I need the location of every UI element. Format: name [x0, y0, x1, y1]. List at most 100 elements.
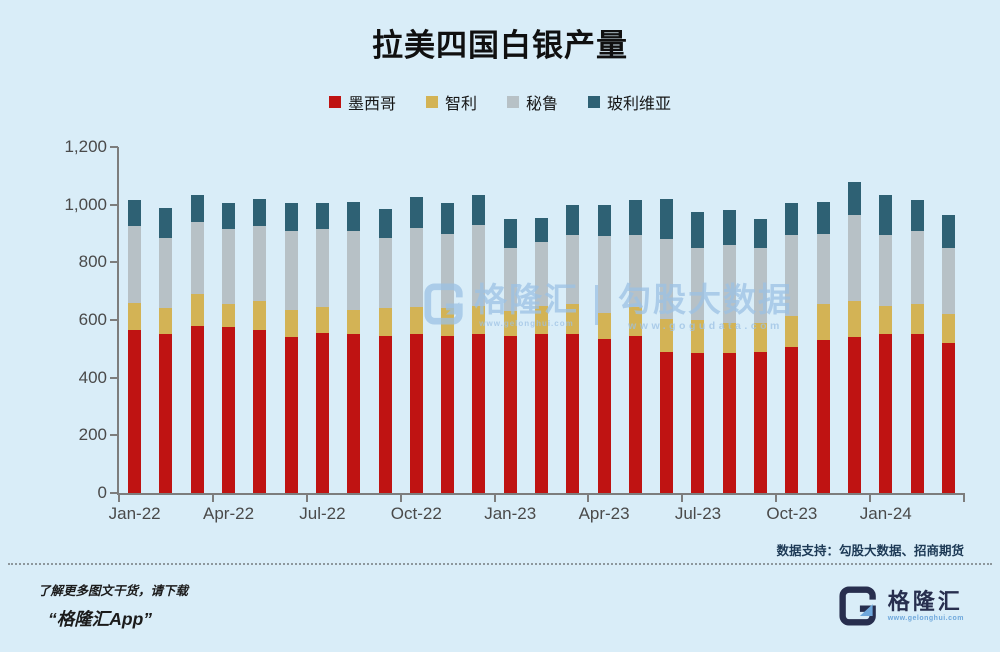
- bar-segment-chile: [847, 301, 861, 338]
- y-axis-label: 800: [78, 252, 107, 272]
- bar-segment-chile: [409, 307, 423, 335]
- x-axis-label: Jul-23: [674, 504, 722, 523]
- bar-segment-bolivia: [566, 204, 580, 235]
- bar-segment-bolivia: [222, 203, 236, 230]
- bar-segment-chile: [315, 307, 329, 333]
- bar-segment-chile: [535, 305, 548, 335]
- bar-segment-bolivia: [754, 219, 768, 248]
- bar-segment-bolivia: [691, 211, 705, 248]
- bar-segment-chile: [128, 302, 142, 331]
- bar-segment-chile: [159, 308, 173, 335]
- bar-Oct-23: [785, 203, 799, 493]
- y-axis-tick: [110, 319, 118, 321]
- x-axis-label: Jan-23: [484, 504, 537, 523]
- bar-segment-peru: [253, 226, 267, 302]
- bar-segment-peru: [597, 236, 611, 313]
- bar-segment-peru: [378, 237, 392, 309]
- x-axis-label: Jan-24: [859, 504, 912, 523]
- bar-segment-peru: [159, 237, 173, 309]
- bar-May-22: [253, 198, 267, 493]
- legend-item-mexico: 墨西哥: [328, 90, 396, 114]
- bar-segment-mexico: [503, 335, 517, 493]
- x-axis-tick: [305, 493, 308, 502]
- bar-segment-bolivia: [847, 181, 861, 215]
- bar-segment-chile: [503, 311, 517, 336]
- bar-segment-bolivia: [597, 204, 611, 237]
- bar-segment-chile: [785, 315, 799, 348]
- bar-segment-peru: [128, 226, 142, 303]
- bar-segment-mexico: [159, 334, 173, 493]
- x-axis-label: Apr-22: [203, 504, 255, 523]
- bar-segment-chile: [284, 309, 298, 338]
- bar-segment-bolivia: [315, 203, 329, 230]
- bar-Mar-22: [190, 194, 204, 493]
- bar-Mar-23: [566, 204, 580, 493]
- bar-segment-peru: [503, 247, 517, 312]
- x-axis-label: Oct-23: [766, 504, 818, 523]
- legend-label-mexico: 墨西哥: [347, 94, 396, 113]
- bar-Mar-24: [941, 214, 955, 493]
- bar-Nov-22: [441, 203, 455, 493]
- legend-swatch-chile: [425, 96, 438, 108]
- x-axis-tick: [587, 493, 590, 502]
- bar-segment-mexico: [597, 338, 611, 493]
- bar-segment-bolivia: [628, 200, 642, 235]
- bar-segment-chile: [660, 318, 674, 352]
- bar-segment-peru: [409, 227, 423, 308]
- x-axis-tick: [493, 493, 496, 502]
- bar-segment-mexico: [347, 334, 361, 493]
- bar-segment-peru: [910, 230, 924, 305]
- bar-segment-chile: [253, 301, 267, 331]
- bar-segment-mexico: [253, 330, 267, 493]
- bar-segment-mexico: [315, 332, 329, 493]
- bar-Jul-22: [315, 203, 329, 493]
- y-axis-label: 1,000: [64, 194, 107, 214]
- bar-segment-mexico: [378, 335, 392, 493]
- bar-segment-peru: [222, 229, 236, 305]
- legend-swatch-mexico: [328, 96, 341, 108]
- chart-title: 拉美四国白银产量: [372, 28, 628, 63]
- bar-segment-chile: [566, 304, 580, 335]
- plot-area: 0 200 400 600 800 1,000 1,200 Jan-22 Apr-22 Jul-2…: [64, 138, 965, 523]
- legend-swatch-peru: [507, 96, 519, 108]
- x-axis-tick: [681, 493, 684, 502]
- bar-segment-peru: [847, 214, 861, 302]
- bar-segment-bolivia: [910, 200, 924, 231]
- bar-segment-mexico: [691, 353, 705, 493]
- legend-item-bolivia: 玻利维亚: [588, 90, 671, 114]
- x-axis-label: Jul-22: [299, 504, 346, 523]
- bar-segment-peru: [472, 224, 486, 306]
- bar-segment-mexico: [847, 337, 861, 493]
- bar-segment-peru: [785, 234, 799, 316]
- bar-Sep-23: [754, 219, 768, 493]
- x-axis-label: Oct-22: [390, 504, 442, 523]
- bar-segment-bolivia: [535, 217, 548, 243]
- legend-item-chile: 智利: [425, 90, 477, 114]
- x-axis-tick: [399, 493, 402, 502]
- bar-segment-mexico: [660, 351, 674, 493]
- bar-segment-mexico: [284, 337, 298, 493]
- footer-promo-line1: 了解更多图文干货，请下载: [38, 584, 189, 598]
- x-axis-tick: [211, 493, 214, 502]
- bar-segment-peru: [441, 233, 455, 309]
- bar-segment-peru: [535, 242, 548, 306]
- logo-text-block: 格隆汇 www.gelonghui.com: [888, 590, 964, 622]
- x-axis-tick: [775, 493, 778, 502]
- bar-segment-peru: [722, 245, 736, 323]
- bar-segment-peru: [660, 239, 674, 319]
- bar-segment-peru: [879, 234, 893, 306]
- footer-promo: 了解更多图文干货，请下载 “格隆汇App”: [38, 580, 188, 631]
- x-axis-tick: [869, 493, 872, 502]
- bar-segment-chile: [597, 312, 611, 339]
- bar-May-23: [628, 200, 642, 493]
- bar-segment-bolivia: [284, 203, 298, 231]
- bar-segment-mexico: [910, 334, 924, 493]
- bar-segment-chile: [816, 304, 830, 341]
- y-axis-tick: [110, 203, 118, 206]
- y-axis-tick: [110, 434, 118, 437]
- x-axis-tick: [963, 493, 965, 502]
- gelonghui-logo: 格隆汇 www.gelonghui.com: [839, 586, 964, 626]
- bar-Apr-22: [222, 203, 236, 493]
- bar-segment-bolivia: [722, 210, 736, 246]
- bar-segment-mexico: [722, 353, 736, 493]
